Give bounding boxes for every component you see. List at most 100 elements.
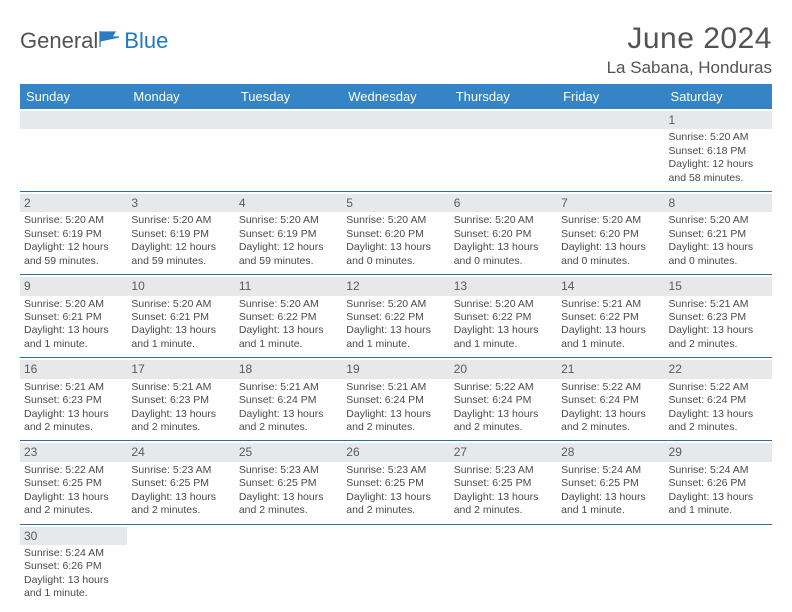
day-number: 16 xyxy=(20,360,127,378)
daylight-text: Daylight: 13 hours and 0 minutes. xyxy=(561,241,660,268)
daylight-text: Daylight: 13 hours and 1 minute. xyxy=(24,574,123,601)
sunset-text: Sunset: 6:23 PM xyxy=(131,394,230,407)
sunset-text: Sunset: 6:19 PM xyxy=(239,228,338,241)
daylight-text: Daylight: 13 hours and 1 minute. xyxy=(239,324,338,351)
calendar-day-cell: 26Sunrise: 5:23 AMSunset: 6:25 PMDayligh… xyxy=(342,441,449,524)
sunset-text: Sunset: 6:25 PM xyxy=(239,477,338,490)
sunrise-text: Sunrise: 5:22 AM xyxy=(561,381,660,394)
sunrise-text: Sunrise: 5:20 AM xyxy=(669,214,768,227)
day-number: 13 xyxy=(450,277,557,295)
calendar-day-cell: 21Sunrise: 5:22 AMSunset: 6:24 PMDayligh… xyxy=(557,358,664,441)
sunrise-text: Sunrise: 5:20 AM xyxy=(131,298,230,311)
sunset-text: Sunset: 6:18 PM xyxy=(669,145,768,158)
sunrise-text: Sunrise: 5:24 AM xyxy=(669,464,768,477)
calendar-week-row: 2Sunrise: 5:20 AMSunset: 6:19 PMDaylight… xyxy=(20,192,772,275)
weekday-header: Friday xyxy=(557,84,664,109)
weekday-header: Saturday xyxy=(665,84,772,109)
calendar-day-cell: 17Sunrise: 5:21 AMSunset: 6:23 PMDayligh… xyxy=(127,358,234,441)
calendar-day-cell: 12Sunrise: 5:20 AMSunset: 6:22 PMDayligh… xyxy=(342,275,449,358)
daylight-text: Daylight: 13 hours and 2 minutes. xyxy=(346,491,445,518)
calendar-week-row: 1Sunrise: 5:20 AMSunset: 6:18 PMDaylight… xyxy=(20,109,772,192)
day-number: 2 xyxy=(20,194,127,212)
sunrise-text: Sunrise: 5:20 AM xyxy=(561,214,660,227)
sunrise-text: Sunrise: 5:24 AM xyxy=(561,464,660,477)
day-number: 18 xyxy=(235,360,342,378)
calendar-week-row: 23Sunrise: 5:22 AMSunset: 6:25 PMDayligh… xyxy=(20,441,772,524)
day-number: 30 xyxy=(20,527,127,545)
calendar-day-cell: 14Sunrise: 5:21 AMSunset: 6:22 PMDayligh… xyxy=(557,275,664,358)
day-number: 28 xyxy=(557,443,664,461)
calendar-day-cell: 18Sunrise: 5:21 AMSunset: 6:24 PMDayligh… xyxy=(235,358,342,441)
daylight-text: Daylight: 13 hours and 2 minutes. xyxy=(669,324,768,351)
calendar-day-cell: 22Sunrise: 5:22 AMSunset: 6:24 PMDayligh… xyxy=(665,358,772,441)
calendar-day-cell: 1Sunrise: 5:20 AMSunset: 6:18 PMDaylight… xyxy=(665,109,772,192)
sunset-text: Sunset: 6:24 PM xyxy=(561,394,660,407)
calendar-day-cell xyxy=(235,524,342,607)
calendar-body: 1 Sunrise: 5:20 AM Sunset: 6:18 PM Daylight… xyxy=(20,109,772,607)
day-number: 14 xyxy=(557,277,664,295)
calendar-day-cell: 9Sunrise: 5:20 AMSunset: 6:21 PMDaylight… xyxy=(20,275,127,358)
sunset-text: Sunset: 6:25 PM xyxy=(561,477,660,490)
sunrise-text: Sunrise: 5:20 AM xyxy=(131,214,230,227)
sunset-text: Sunset: 6:24 PM xyxy=(669,394,768,407)
sunrise-text: Sunrise: 5:21 AM xyxy=(131,381,230,394)
sunset-text: Sunset: 6:23 PM xyxy=(669,311,768,324)
calendar-day-cell: 28Sunrise: 5:24 AMSunset: 6:25 PMDayligh… xyxy=(557,441,664,524)
sunrise-text: Sunrise: 5:20 AM xyxy=(239,298,338,311)
daylight-text: Daylight: 13 hours and 1 minute. xyxy=(454,324,553,351)
calendar-table: Sunday Monday Tuesday Wednesday Thursday… xyxy=(20,84,772,607)
sunset-text: Sunset: 6:21 PM xyxy=(669,228,768,241)
day-number: 24 xyxy=(127,443,234,461)
daylight-text: Daylight: 13 hours and 2 minutes. xyxy=(454,408,553,435)
sunrise-text: Sunrise: 5:21 AM xyxy=(669,298,768,311)
sunset-text: Sunset: 6:21 PM xyxy=(24,311,123,324)
weekday-header: Sunday xyxy=(20,84,127,109)
day-number: 11 xyxy=(235,277,342,295)
day-number: 19 xyxy=(342,360,449,378)
sunrise-text: Sunrise: 5:20 AM xyxy=(24,214,123,227)
sunset-text: Sunset: 6:19 PM xyxy=(131,228,230,241)
flag-icon xyxy=(99,28,121,54)
day-number: 25 xyxy=(235,443,342,461)
brand-part2: Blue xyxy=(124,28,168,54)
sunset-text: Sunset: 6:23 PM xyxy=(24,394,123,407)
calendar-day-cell xyxy=(127,524,234,607)
day-number-bar-empty xyxy=(20,111,127,129)
weekday-header: Wednesday xyxy=(342,84,449,109)
title-block: June 2024 La Sabana, Honduras xyxy=(607,22,772,78)
calendar-week-row: 30Sunrise: 5:24 AMSunset: 6:26 PMDayligh… xyxy=(20,524,772,607)
sunrise-text: Sunrise: 5:23 AM xyxy=(239,464,338,477)
daylight-text: Daylight: 13 hours and 2 minutes. xyxy=(239,408,338,435)
sunrise-text: Sunrise: 5:24 AM xyxy=(24,547,123,560)
day-number: 20 xyxy=(450,360,557,378)
brand-part1: General xyxy=(20,28,98,54)
calendar-day-cell: 20Sunrise: 5:22 AMSunset: 6:24 PMDayligh… xyxy=(450,358,557,441)
sunset-text: Sunset: 6:21 PM xyxy=(131,311,230,324)
day-number: 6 xyxy=(450,194,557,212)
weekday-header: Thursday xyxy=(450,84,557,109)
day-number: 23 xyxy=(20,443,127,461)
sunset-text: Sunset: 6:24 PM xyxy=(239,394,338,407)
sunrise-text: Sunrise: 5:23 AM xyxy=(131,464,230,477)
day-number: 4 xyxy=(235,194,342,212)
calendar-day-cell xyxy=(557,524,664,607)
sunset-text: Sunset: 6:26 PM xyxy=(669,477,768,490)
calendar-day-cell: 23Sunrise: 5:22 AMSunset: 6:25 PMDayligh… xyxy=(20,441,127,524)
sunset-text: Sunset: 6:24 PM xyxy=(454,394,553,407)
calendar-day-cell: 16Sunrise: 5:21 AMSunset: 6:23 PMDayligh… xyxy=(20,358,127,441)
daylight-text: Daylight: 12 hours and 59 minutes. xyxy=(131,241,230,268)
day-number: 3 xyxy=(127,194,234,212)
sunset-text: Sunset: 6:25 PM xyxy=(131,477,230,490)
daylight-text: Daylight: 13 hours and 2 minutes. xyxy=(24,408,123,435)
day-number: 10 xyxy=(127,277,234,295)
day-number: 1 xyxy=(665,111,772,129)
day-number-bar-empty xyxy=(557,111,664,129)
daylight-text: Daylight: 13 hours and 1 minute. xyxy=(24,324,123,351)
sunrise-text: Sunrise: 5:23 AM xyxy=(454,464,553,477)
sunset-text: Sunset: 6:22 PM xyxy=(346,311,445,324)
daylight-text: Daylight: 13 hours and 2 minutes. xyxy=(239,491,338,518)
calendar-day-cell: 29Sunrise: 5:24 AMSunset: 6:26 PMDayligh… xyxy=(665,441,772,524)
calendar-day-cell: 5Sunrise: 5:20 AMSunset: 6:20 PMDaylight… xyxy=(342,192,449,275)
daylight-text: Daylight: 13 hours and 2 minutes. xyxy=(346,408,445,435)
daylight-text: Daylight: 13 hours and 1 minute. xyxy=(669,491,768,518)
